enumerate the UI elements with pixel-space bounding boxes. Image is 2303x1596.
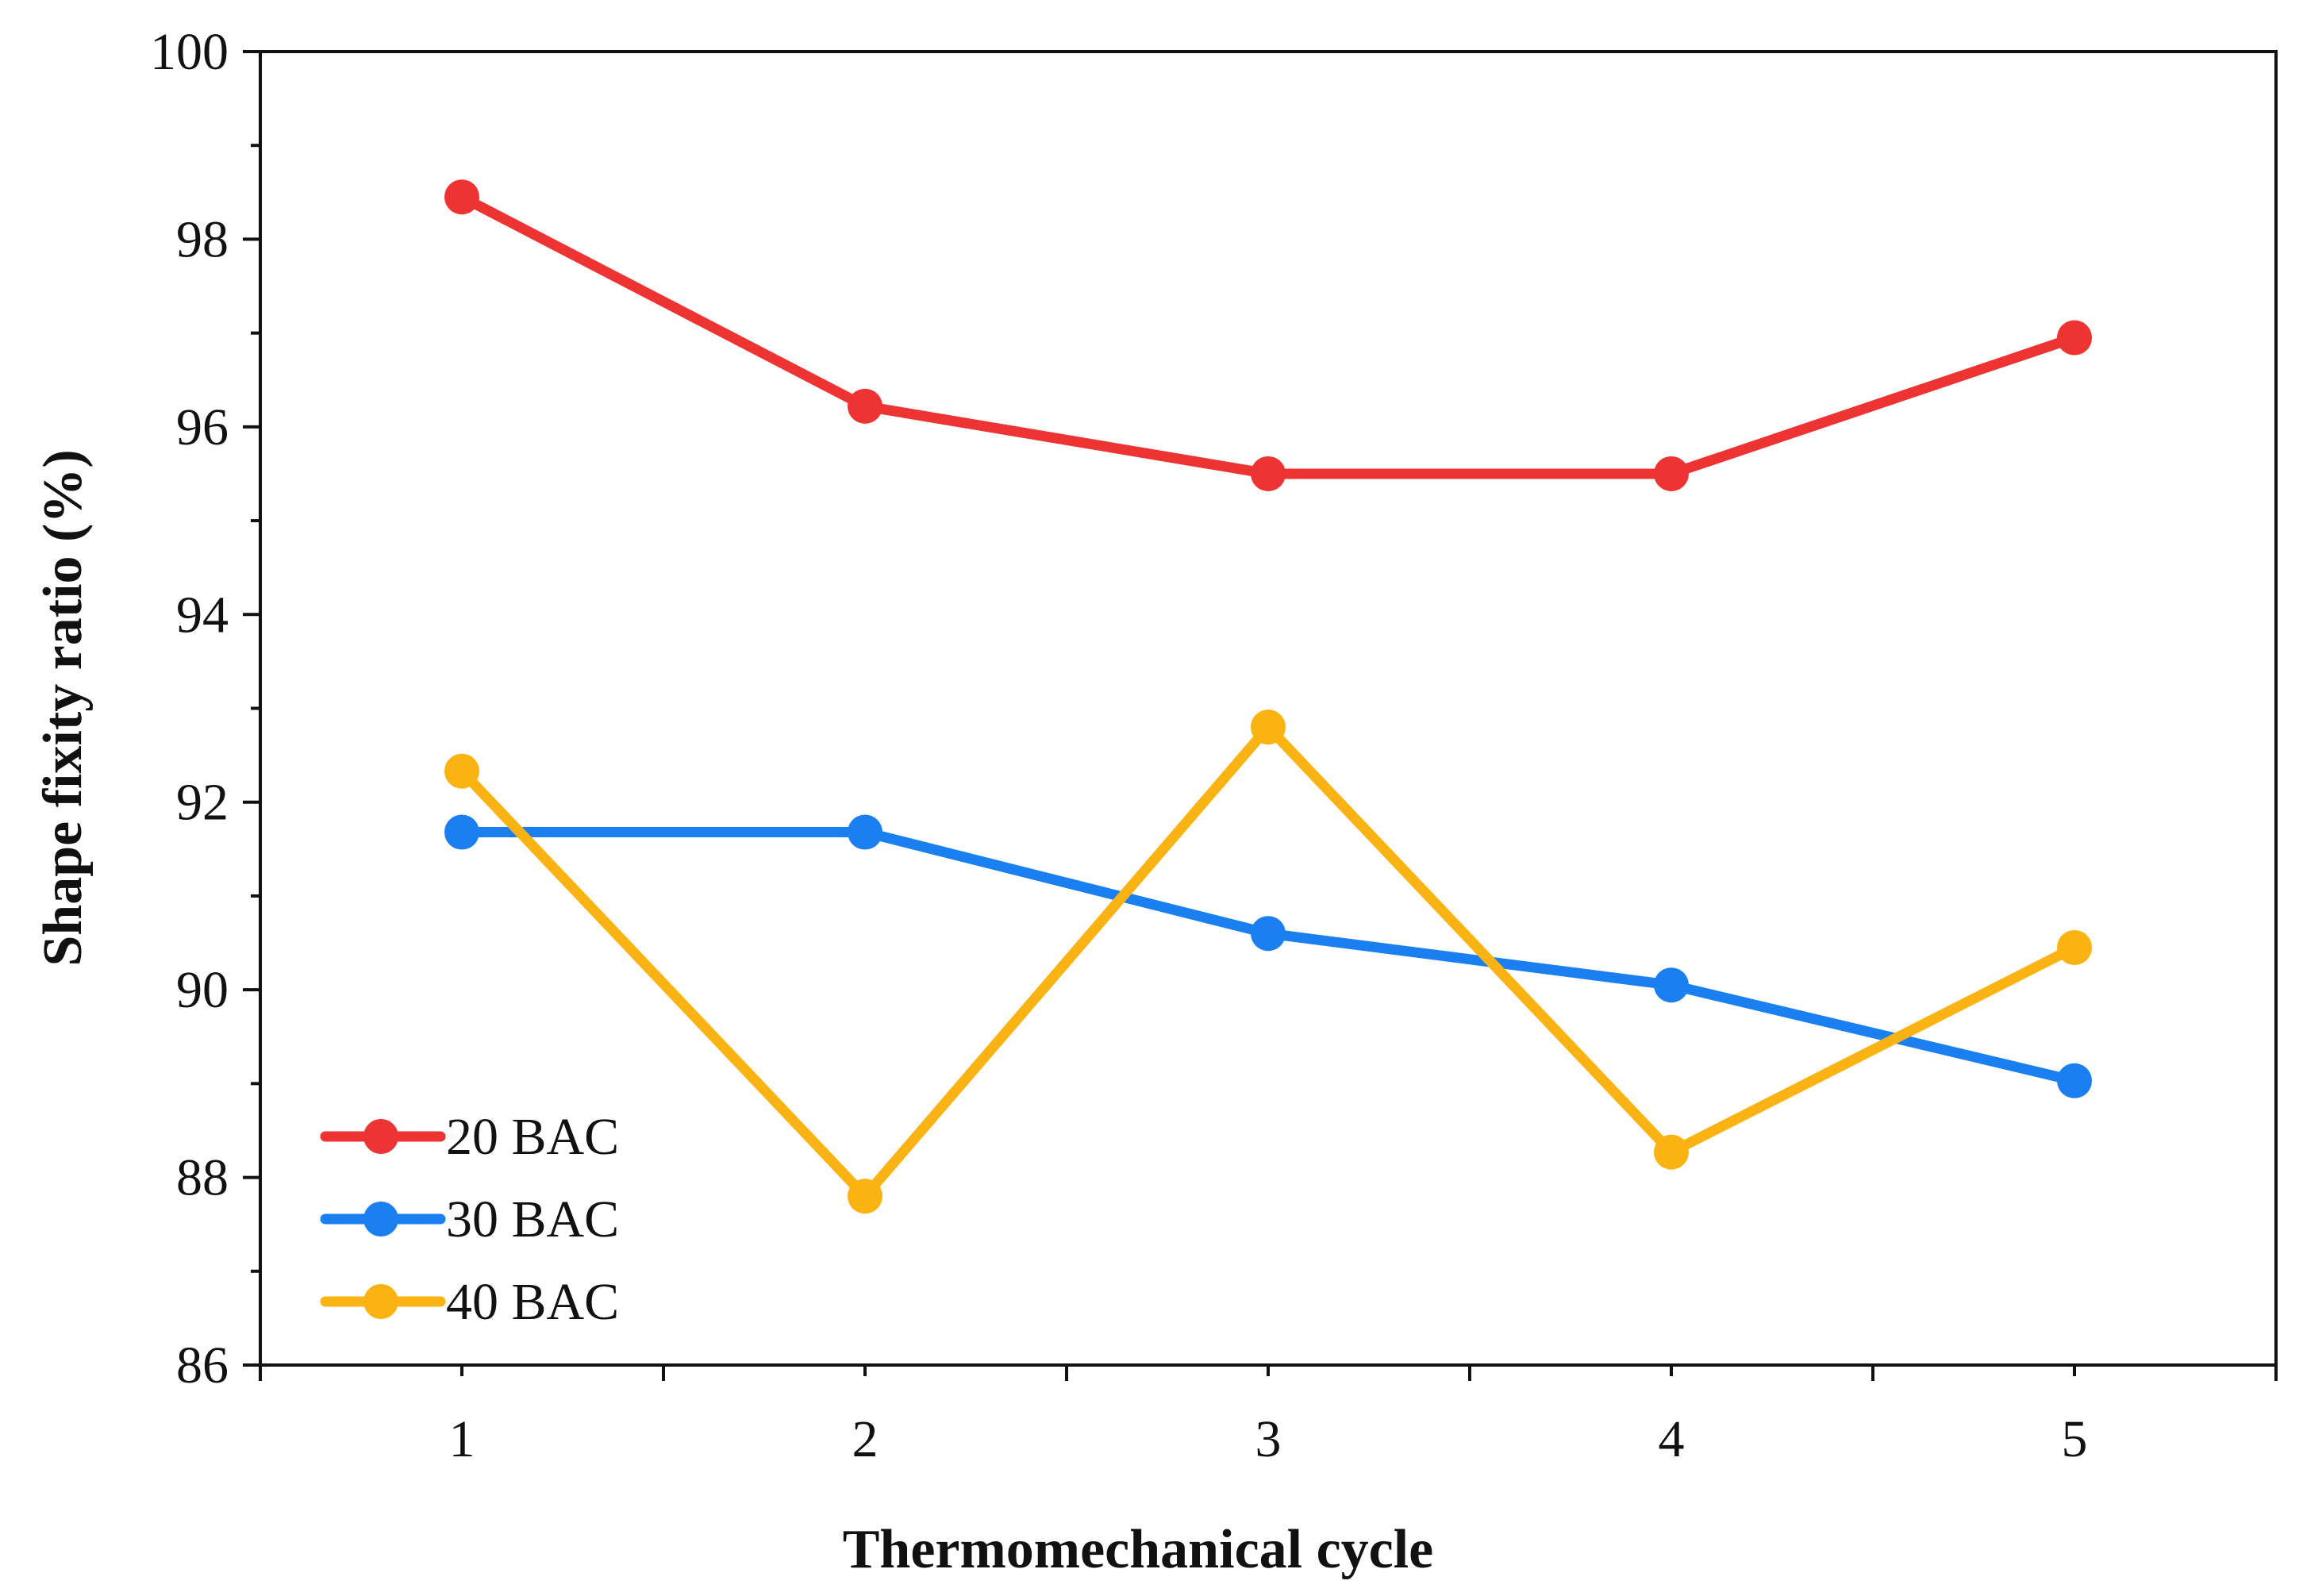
legend-label-40-bac: 40 BAC xyxy=(446,1273,619,1331)
y-tick-label: 100 xyxy=(150,23,229,81)
legend: 20 BAC 30 BAC 40 BAC xyxy=(320,1108,619,1331)
data-point-40-bac xyxy=(2057,929,2092,965)
data-point-20-bac xyxy=(2057,320,2092,356)
series-line-30-bac xyxy=(456,827,2080,1086)
legend-swatch-marker-20-bac xyxy=(363,1119,398,1154)
data-point-40-bac xyxy=(1251,710,1286,745)
legend-swatch-marker-30-bac xyxy=(363,1202,398,1236)
legend-swatch-marker-40-bac xyxy=(363,1284,398,1319)
data-point-30-bac xyxy=(1251,916,1286,952)
data-point-30-bac xyxy=(848,814,882,850)
series-line-40-bac xyxy=(456,721,2080,1202)
data-point-30-bac xyxy=(1654,967,1689,1003)
y-tick-label: 94 xyxy=(176,586,229,644)
series-layer xyxy=(444,179,2092,1214)
data-point-40-bac xyxy=(444,753,479,789)
x-tick-label: 3 xyxy=(1255,1410,1282,1468)
x-tick-label: 4 xyxy=(1659,1410,1685,1468)
legend-label-30-bac: 30 BAC xyxy=(446,1190,619,1248)
data-point-40-bac xyxy=(1654,1134,1689,1170)
x-tick-label: 5 xyxy=(2062,1410,2088,1468)
data-point-20-bac xyxy=(444,179,479,215)
y-tick-label: 96 xyxy=(176,398,229,456)
y-tick-label: 90 xyxy=(176,961,229,1019)
data-point-20-bac xyxy=(1251,456,1286,491)
x-tick-label: 1 xyxy=(449,1410,475,1468)
y-tick-label: 98 xyxy=(176,210,229,268)
data-point-20-bac xyxy=(848,388,882,424)
legend-label-20-bac: 20 BAC xyxy=(446,1108,619,1166)
axis-ticks: 86 88 90 92 94 96 98 100 1 2 3 4 5 xyxy=(150,23,2278,1468)
data-point-30-bac xyxy=(444,814,479,850)
data-point-40-bac xyxy=(848,1179,882,1214)
y-axis-title: Shape fixity ratio (%) xyxy=(33,449,94,966)
data-point-20-bac xyxy=(1654,456,1689,491)
y-tick-label: 88 xyxy=(176,1149,229,1207)
x-axis-title: Thermomechanical cycle xyxy=(843,1519,1434,1580)
y-tick-label: 86 xyxy=(176,1336,229,1394)
series-line-20-bac xyxy=(456,191,2080,479)
y-tick-label: 92 xyxy=(176,774,229,832)
data-point-30-bac xyxy=(2057,1063,2092,1098)
x-tick-label: 2 xyxy=(852,1410,879,1468)
